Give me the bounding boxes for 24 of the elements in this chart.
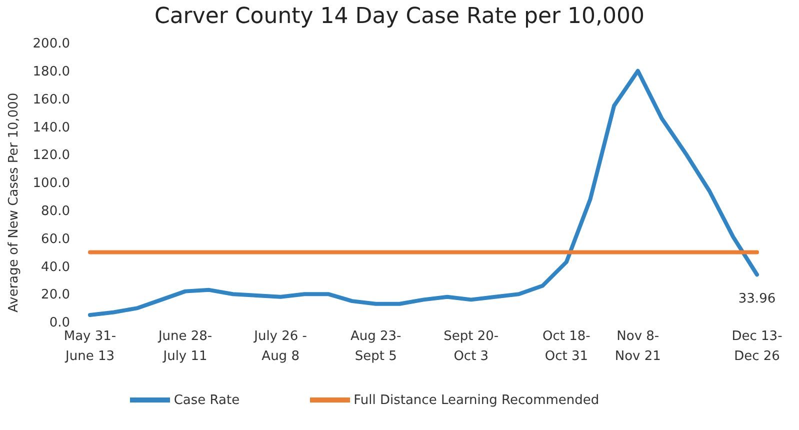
- y-tick-label: 40.0: [41, 260, 70, 275]
- x-tick-label: Oct 18- Oct 31: [542, 329, 591, 364]
- y-tick-label: 80.0: [41, 204, 70, 220]
- y-tick-label: 0.0: [49, 316, 70, 331]
- y-tick-label: 180.0: [32, 64, 70, 80]
- x-tick-label: Dec 13- Dec 26: [732, 329, 783, 364]
- y-tick-label: 20.0: [41, 288, 70, 303]
- x-tick-label: Aug 23- Sept 5: [350, 329, 402, 364]
- y-tick-label: 140.0: [32, 120, 70, 136]
- legend-label: Full Distance Learning Recommended: [354, 392, 600, 408]
- y-tick-label: 200.0: [32, 36, 70, 52]
- x-tick-label: Sept 20- Oct 3: [444, 329, 499, 364]
- x-tick-label: June 28- July 11: [157, 329, 212, 364]
- y-tick-label: 120.0: [32, 148, 70, 164]
- x-tick-label: July 26 - Aug 8: [253, 329, 308, 364]
- legend-label: Case Rate: [174, 392, 240, 408]
- x-tick-label: May 31- June 13: [64, 329, 116, 364]
- y-tick-label: 160.0: [32, 92, 70, 108]
- x-tick-label: Nov 8- Nov 21: [614, 329, 661, 364]
- y-tick-label: 60.0: [41, 232, 70, 247]
- data-label: 33.96: [738, 292, 776, 307]
- y-tick-label: 100.0: [32, 176, 70, 192]
- y-axis-title: Average of New Cases Per 10,000: [6, 92, 22, 312]
- chart-title: Carver County 14 Day Case Rate per 10,000: [153, 4, 646, 29]
